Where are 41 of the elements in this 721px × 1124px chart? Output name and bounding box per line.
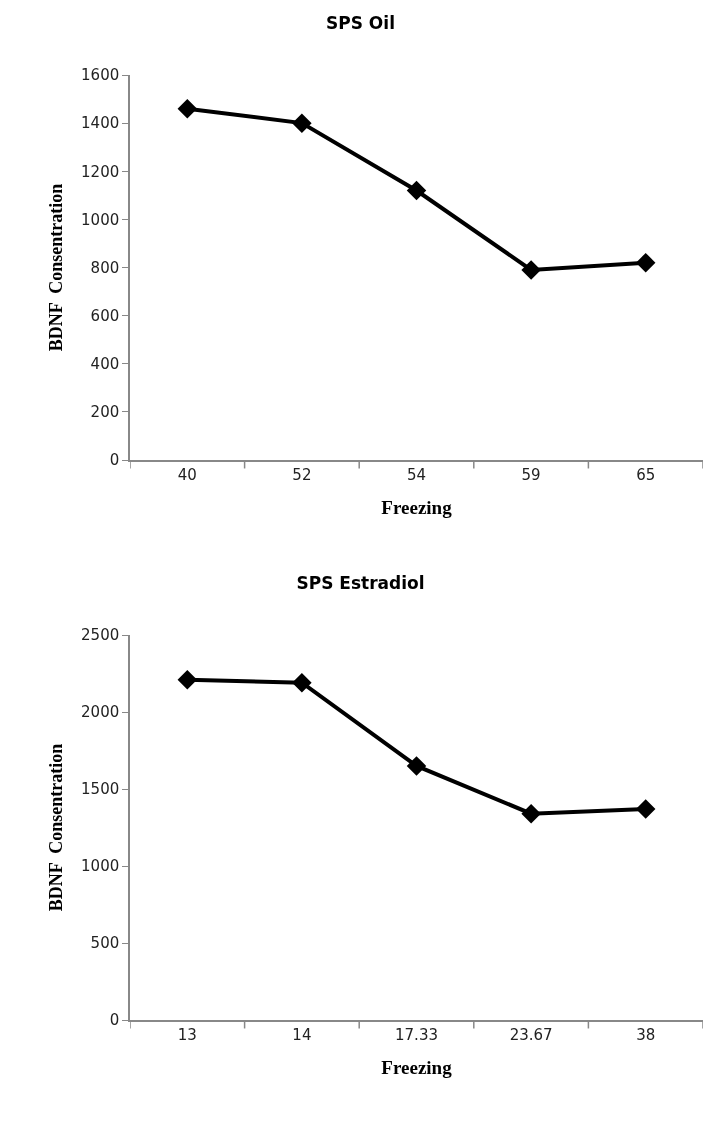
point <box>292 113 312 133</box>
x-tick-label: 59 <box>521 465 541 484</box>
point <box>521 260 541 280</box>
x-tick-label: 13 <box>177 1025 197 1044</box>
y-tick-label: 800 <box>90 258 120 277</box>
y-tick-label: 200 <box>90 403 120 422</box>
x-tick-label: 23.67 <box>509 1025 553 1044</box>
y-tick-label: 2000 <box>81 703 120 722</box>
x-tick-label: 14 <box>292 1025 312 1044</box>
point <box>635 252 656 273</box>
point <box>177 98 198 119</box>
y-tick-label: 1000 <box>81 857 120 876</box>
y-tick-label: 1500 <box>81 780 120 799</box>
chart-title: SPS Oil <box>326 12 395 33</box>
y-tick-label: 0 <box>109 451 120 470</box>
point <box>406 756 427 776</box>
y-tick-label: 400 <box>90 355 120 373</box>
x-tick-label: 65 <box>636 465 656 484</box>
x-tick-label: 40 <box>177 465 197 484</box>
x-tick-label: 38 <box>636 1025 656 1044</box>
point <box>635 799 656 819</box>
point <box>177 669 198 690</box>
y-axis-title: BDNF Consentration <box>45 183 66 352</box>
x-tick-label: 54 <box>406 465 427 484</box>
y-tick-label: 1000 <box>81 210 120 229</box>
point <box>292 672 312 693</box>
y-tick-label: 600 <box>90 306 120 325</box>
y-axis-title: BDNF Consentration <box>45 743 66 912</box>
x-tick-label: 52 <box>292 465 312 484</box>
x-axis-title: Freezing <box>381 1057 453 1079</box>
y-tick-label: 1200 <box>81 162 120 181</box>
chart-title: SPS Estradiol <box>296 572 425 593</box>
y-tick-label: 2500 <box>81 626 120 645</box>
x-axis-title: Freezing <box>381 497 453 519</box>
y-tick-label: 1400 <box>81 114 120 133</box>
y-tick-label: 0 <box>109 1011 120 1030</box>
point <box>521 803 541 824</box>
point <box>406 180 427 201</box>
y-tick-label: 500 <box>90 934 120 953</box>
x-tick-label: 17.33 <box>395 1025 438 1044</box>
y-tick-label: 1600 <box>81 66 120 85</box>
